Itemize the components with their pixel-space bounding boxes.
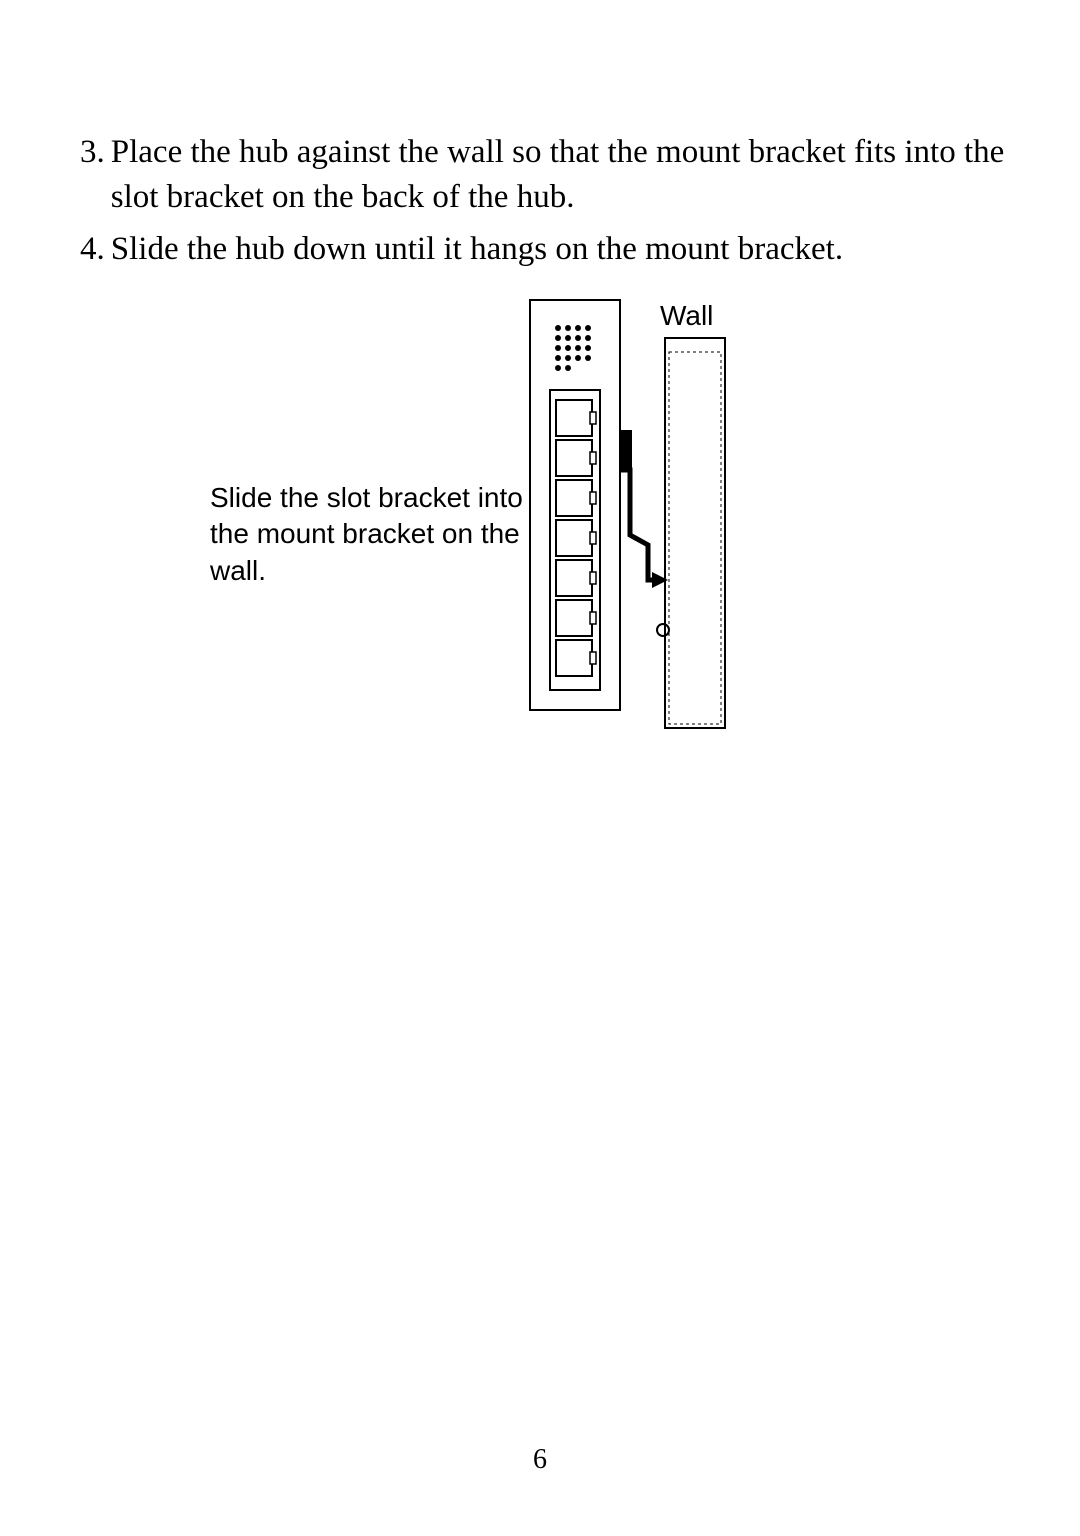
instruction-step: 4. Slide the hub down until it hangs on … (80, 227, 1020, 272)
page: 3. Place the hub against the wall so tha… (0, 0, 1080, 1536)
figure-caption: Slide the slot bracket into the mount br… (210, 480, 530, 589)
step-number: 3. (80, 130, 111, 219)
instruction-list: 3. Place the hub against the wall so tha… (80, 130, 1020, 280)
page-number: 6 (0, 1444, 1080, 1476)
step-number: 4. (80, 227, 111, 272)
step-text: Place the hub against the wall so that t… (111, 130, 1020, 219)
wall-mount-diagram (520, 290, 730, 735)
step-text: Slide the hub down until it hangs on the… (111, 227, 1020, 272)
instruction-step: 3. Place the hub against the wall so tha… (80, 130, 1020, 219)
